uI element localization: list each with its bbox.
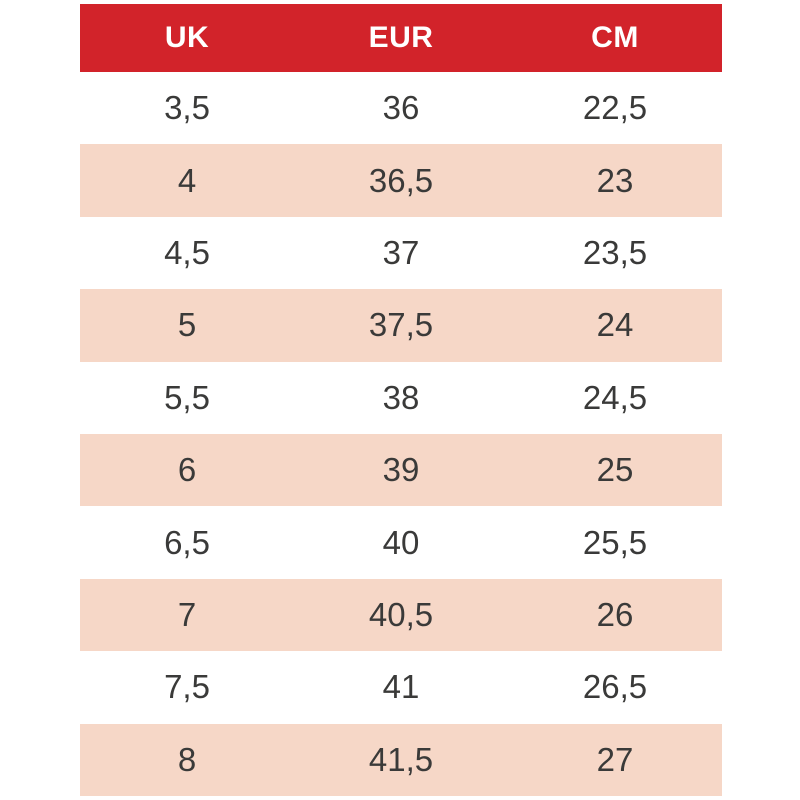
cm-cell: 26 [596, 596, 634, 634]
uk-cell: 3,5 [164, 89, 210, 127]
table-header-row: UK EUR CM [80, 4, 722, 72]
eur-cell: 37 [382, 234, 420, 272]
table-row: 6 39 25 [80, 434, 722, 507]
table-row: 5,5 38 24,5 [80, 361, 722, 435]
cm-cell: 24 [596, 306, 634, 344]
eur-cell: 40 [382, 523, 420, 561]
uk-cell: 4,5 [164, 234, 210, 272]
uk-cell: 5 [177, 306, 197, 344]
uk-cell: 5,5 [164, 378, 210, 416]
uk-cell: 6 [177, 451, 197, 489]
eur-cell: 36,5 [368, 161, 434, 199]
eur-cell: 39 [382, 451, 420, 489]
cm-cell: 25,5 [582, 523, 648, 561]
uk-cell: 7 [177, 596, 197, 634]
uk-cell: 7,5 [164, 668, 210, 706]
cm-cell: 23 [596, 161, 634, 199]
table-row: 6,5 40 25,5 [80, 506, 722, 579]
header-cell-eur: EUR [368, 21, 434, 54]
cm-cell: 23,5 [582, 234, 648, 272]
eur-cell: 36 [382, 89, 420, 127]
table-row: 3,5 36 22,5 [80, 72, 722, 145]
table-row: 5 37,5 24 [80, 289, 722, 362]
header-cell-uk: UK [164, 21, 210, 54]
cm-cell: 24,5 [582, 378, 648, 416]
header-cell-cm: CM [591, 21, 639, 54]
cm-cell: 26,5 [582, 668, 648, 706]
eur-cell: 41,5 [368, 740, 434, 778]
shoe-size-conversion-table: UK EUR CM 3,5 36 22,5 4 36,5 23 4,5 37 2… [80, 4, 722, 797]
cm-cell: 22,5 [582, 89, 648, 127]
eur-cell: 40,5 [368, 596, 434, 634]
table-row: 4 36,5 23 [80, 144, 722, 217]
table-row: 7,5 41 26,5 [80, 651, 722, 724]
eur-cell: 37,5 [368, 306, 434, 344]
uk-cell: 8 [177, 740, 197, 778]
table-row: 7 40,5 26 [80, 578, 722, 652]
uk-cell: 6,5 [164, 523, 210, 561]
table-row: 4,5 37 23,5 [80, 216, 722, 290]
cm-cell: 27 [596, 740, 634, 778]
cm-cell: 25 [596, 451, 634, 489]
table-row: 8 41,5 27 [80, 723, 722, 797]
eur-cell: 41 [382, 668, 420, 706]
uk-cell: 4 [177, 161, 197, 199]
eur-cell: 38 [382, 378, 420, 416]
